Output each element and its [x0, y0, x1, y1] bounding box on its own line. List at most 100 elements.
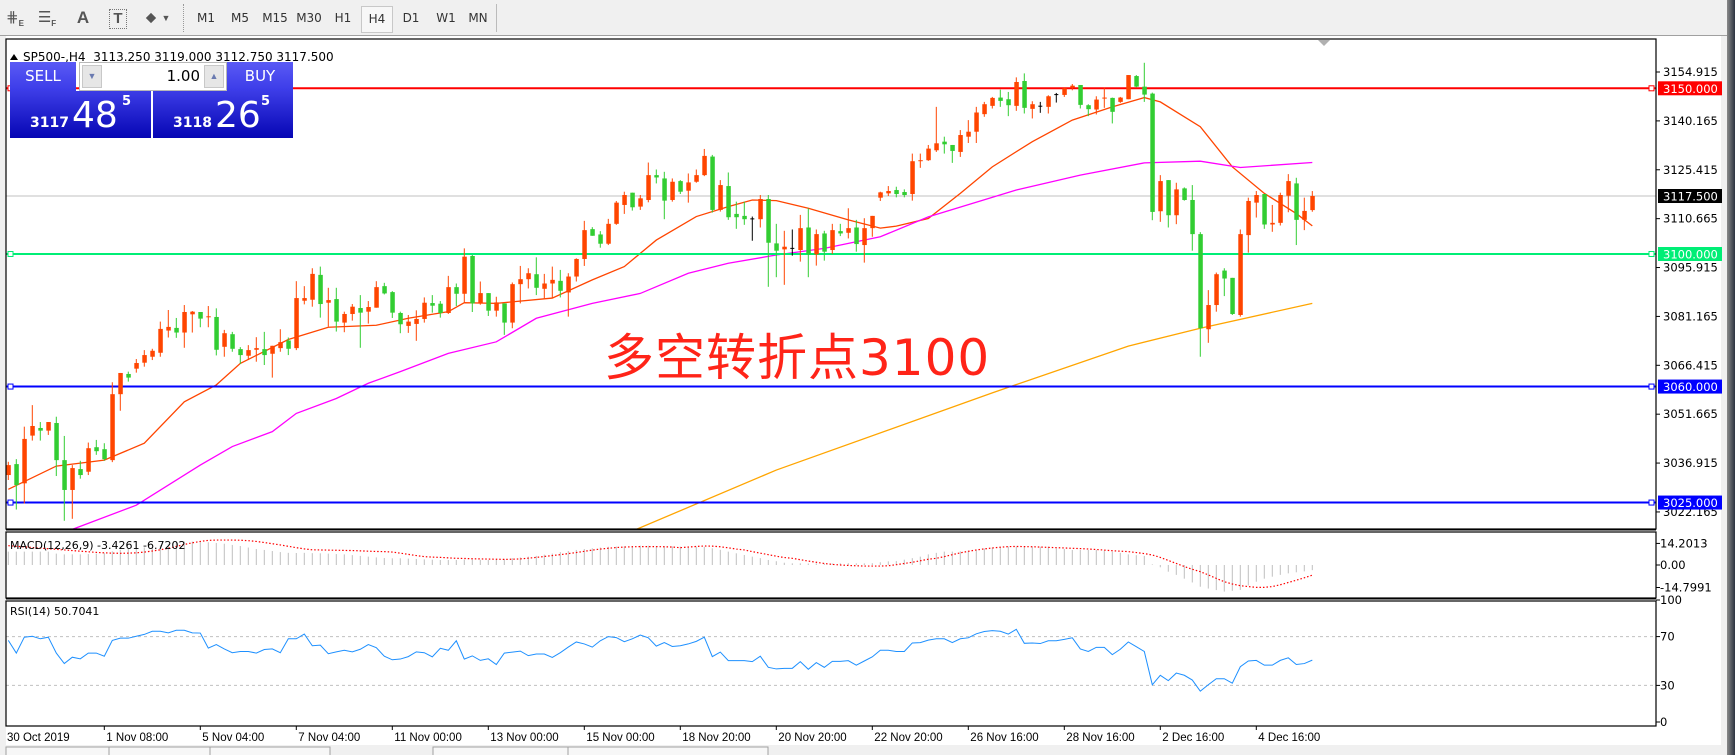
candle [1102, 87, 1107, 108]
buy-button[interactable]: BUY [227, 62, 293, 92]
sell-price-box[interactable]: 3117 48 5 [10, 91, 151, 138]
sell-button[interactable]: SELL [10, 62, 76, 92]
chart-tab[interactable] [108, 746, 211, 755]
candle [1142, 62, 1147, 102]
text-icon[interactable]: A [76, 8, 90, 27]
timeframe-h1[interactable]: H1 [334, 11, 352, 25]
candle-body [134, 363, 139, 369]
candle [782, 230, 787, 285]
candle [998, 89, 1003, 107]
candle-body [678, 181, 683, 192]
horizontal-line-handle[interactable] [7, 383, 14, 390]
candle [310, 268, 315, 307]
timeframe-d1[interactable]: D1 [402, 11, 420, 25]
horizontal-line-handle[interactable] [1648, 499, 1655, 506]
lot-decrease-icon[interactable]: ▼ [82, 65, 102, 88]
candle [302, 286, 307, 305]
price-line-label: 3025.000 [1663, 496, 1718, 510]
annotation-text[interactable]: 多空转折点3100 [604, 329, 991, 387]
candle [174, 317, 179, 338]
candle-body [510, 284, 515, 323]
fibo-sub: F [51, 19, 57, 28]
collapse-triangle-icon[interactable] [10, 54, 18, 60]
timeframe-m5[interactable]: M5 [231, 11, 249, 25]
pane-frame-0 [5, 38, 1657, 530]
candle-body [230, 334, 235, 349]
lot-size-value[interactable]: 1.00 [166, 67, 200, 85]
arrows-icon[interactable]: ⬥ [145, 9, 157, 26]
time-axis-label: 13 Nov 00:00 [490, 732, 558, 744]
timeframe-w1[interactable]: W1 [436, 11, 456, 25]
timeframe-m30[interactable]: M30 [296, 11, 322, 25]
buy-price-box[interactable]: 3118 26 5 [153, 91, 293, 138]
candle-body [358, 308, 363, 313]
candle [46, 422, 51, 435]
candle-body [614, 202, 619, 224]
timeframe-h4[interactable]: H4 [361, 6, 393, 33]
main-pane[interactable] [6, 62, 1656, 549]
chart-shift-marker-icon[interactable] [1318, 40, 1330, 46]
timeframe-mn[interactable]: MN [468, 11, 488, 25]
text-label-icon[interactable]: T [109, 9, 127, 29]
candle-body [606, 223, 611, 244]
candle-body [558, 280, 563, 291]
chart-tab[interactable] [432, 746, 569, 755]
candle-body [470, 255, 475, 304]
candle-body [1238, 234, 1243, 315]
candle-body [774, 243, 779, 251]
timeframe-m15[interactable]: M15 [262, 11, 288, 25]
horizontal-line-handle[interactable] [1648, 383, 1655, 390]
candle [1006, 91, 1011, 117]
macd-title: MACD(12,26,9) -3.4261 -6.7202 [10, 539, 185, 552]
candle-body [422, 302, 427, 319]
horizontal-line-handle[interactable] [7, 251, 14, 257]
rsi-pane[interactable] [6, 628, 1656, 692]
candle-body [542, 283, 547, 289]
candle-body [206, 316, 211, 318]
lot-size-field[interactable]: ▼ 1.00 ▲ [79, 62, 227, 91]
candle [462, 248, 467, 303]
candle-body [534, 274, 539, 288]
candle [1062, 87, 1067, 97]
candle-body [366, 307, 371, 312]
price-axis-label: 3066.415 [1663, 358, 1718, 372]
candle [974, 106, 979, 143]
candle [726, 172, 731, 220]
candle-body [1110, 97, 1115, 112]
candle-body [38, 427, 43, 431]
candle [294, 281, 299, 351]
horizontal-line-handle[interactable] [1648, 85, 1655, 92]
chart-tab[interactable] [567, 746, 769, 755]
candle [326, 287, 331, 327]
chart-tab[interactable] [209, 746, 331, 755]
candle-body [1070, 85, 1075, 88]
candle [542, 273, 547, 299]
price-axis-label: 3051.665 [1663, 407, 1718, 421]
candle-body [406, 321, 411, 326]
candle [414, 310, 419, 341]
candle-body [462, 256, 467, 294]
lot-increase-icon[interactable]: ▲ [204, 65, 224, 88]
candle-body [1150, 93, 1155, 212]
candle [750, 216, 755, 241]
timeframe-m1[interactable]: M1 [197, 11, 215, 25]
macd-pane[interactable] [7, 539, 1313, 592]
chart-tab[interactable] [5, 746, 110, 755]
candle-body [414, 318, 419, 324]
price-line-label-bg [1658, 379, 1722, 394]
candle [614, 200, 619, 225]
candle-body [302, 298, 307, 301]
candle [1078, 84, 1083, 109]
fibonacci-icon[interactable]: ☰F [36, 8, 58, 28]
chevron-down-icon[interactable]: ▼ [161, 13, 171, 23]
rsi-axis-label: 30 [1660, 678, 1675, 692]
candle-body [974, 112, 979, 132]
candle [702, 148, 707, 177]
elliott-wave-icon[interactable]: ⋕E [4, 8, 26, 28]
candle [806, 208, 811, 278]
horizontal-line-handle[interactable] [7, 499, 14, 506]
candle-body [694, 175, 699, 182]
candle-body [622, 195, 627, 205]
horizontal-line-handle[interactable] [1648, 251, 1655, 257]
